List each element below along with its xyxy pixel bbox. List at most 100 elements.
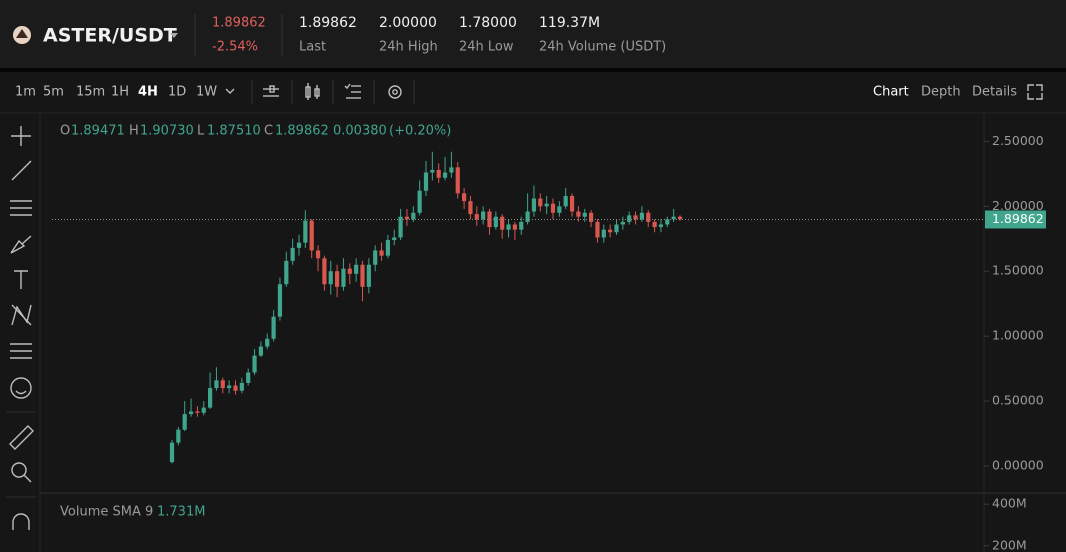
header-border bbox=[0, 68, 1066, 72]
y-tick-label: 1.50000 bbox=[992, 263, 1044, 278]
settings-icon[interactable] bbox=[388, 85, 402, 99]
candle-body bbox=[538, 198, 543, 207]
candle-body bbox=[404, 216, 410, 220]
candle-body bbox=[265, 338, 270, 347]
interval[interactable]: 15m bbox=[76, 85, 105, 100]
candle-body bbox=[614, 224, 619, 233]
candle-body bbox=[468, 201, 473, 215]
interval[interactable]: 1m bbox=[15, 85, 36, 100]
volume-value: 1.731M bbox=[157, 505, 205, 520]
template-icon[interactable] bbox=[344, 83, 361, 99]
candle-body bbox=[322, 258, 327, 285]
candle-body bbox=[531, 198, 537, 212]
stat-label: 24h High bbox=[379, 40, 438, 55]
candle-body bbox=[595, 221, 600, 238]
candle-body bbox=[474, 214, 479, 220]
stat-value: 2.00000 bbox=[379, 15, 437, 31]
stat-label: 24h Volume (USDT) bbox=[539, 40, 666, 55]
pair-name[interactable]: ASTER/USDT bbox=[43, 25, 177, 47]
candle-body bbox=[633, 215, 638, 220]
candle-body bbox=[258, 346, 263, 356]
candle-body bbox=[271, 316, 276, 339]
candle-body bbox=[296, 242, 302, 248]
legend-h-label: H bbox=[129, 124, 139, 139]
candle-body bbox=[354, 264, 359, 274]
candle-body bbox=[455, 167, 460, 194]
candle-body bbox=[233, 385, 238, 391]
candle-body bbox=[493, 216, 498, 228]
candle-body bbox=[677, 216, 683, 220]
candle-body bbox=[169, 442, 175, 463]
candle-body bbox=[563, 195, 568, 207]
stat-value: 119.37M bbox=[539, 15, 600, 31]
drawing-tools[interactable] bbox=[9, 126, 34, 530]
candle-body bbox=[246, 372, 251, 383]
candle-body bbox=[430, 169, 435, 173]
candle-body bbox=[201, 407, 206, 413]
candle-body bbox=[506, 224, 511, 230]
candle-body bbox=[608, 229, 613, 233]
candle-body bbox=[392, 237, 397, 241]
candle-body bbox=[214, 380, 219, 389]
candle-body bbox=[252, 355, 257, 373]
candle-body bbox=[360, 264, 365, 287]
candle-body bbox=[195, 411, 200, 413]
y-tick-label: 1.00000 bbox=[992, 328, 1044, 343]
y-tick-label: 0.00000 bbox=[992, 458, 1044, 473]
interval[interactable]: 4H bbox=[138, 85, 158, 100]
candle-body bbox=[411, 212, 416, 220]
interval[interactable]: 1D bbox=[168, 85, 186, 100]
candle-body bbox=[646, 212, 651, 222]
candle-body bbox=[182, 414, 187, 430]
stat-label: 24h Low bbox=[459, 40, 514, 55]
indicator-icon[interactable] bbox=[263, 85, 279, 97]
candle-body bbox=[239, 382, 244, 391]
candle-body bbox=[335, 271, 340, 287]
legend-change: 0.00380 bbox=[333, 124, 387, 139]
legend-o-label: O bbox=[60, 124, 70, 139]
candle-body bbox=[208, 388, 213, 408]
interval[interactable]: 1H bbox=[111, 85, 129, 100]
candle-body bbox=[398, 216, 403, 238]
candle-body bbox=[290, 247, 295, 261]
candle-body bbox=[525, 211, 530, 222]
interval[interactable]: 1W bbox=[196, 85, 217, 100]
candle-body bbox=[582, 212, 587, 217]
candle-body bbox=[576, 211, 581, 217]
view-tab[interactable]: Details bbox=[972, 85, 1017, 100]
legend-l-label: L bbox=[197, 124, 205, 139]
pair-logo-mark bbox=[16, 29, 28, 38]
legend-c-label: C bbox=[264, 124, 273, 139]
interval[interactable]: 5m bbox=[43, 85, 64, 100]
chart-type-icon[interactable] bbox=[305, 83, 320, 100]
candle-body bbox=[449, 167, 454, 173]
header-bg bbox=[0, 0, 1066, 68]
candle-body bbox=[366, 264, 371, 287]
candle-body bbox=[481, 211, 486, 220]
candle-body bbox=[627, 215, 632, 222]
candle-body bbox=[220, 380, 225, 389]
candle-body bbox=[544, 203, 549, 207]
fullscreen-icon[interactable] bbox=[1027, 84, 1043, 100]
candle-body bbox=[315, 250, 321, 259]
candle-body bbox=[385, 240, 390, 256]
candle-body bbox=[423, 172, 429, 191]
candle-body bbox=[462, 193, 467, 202]
legend-c: 1.89862 bbox=[275, 124, 329, 139]
view-tab[interactable]: Depth bbox=[921, 85, 961, 100]
candle-body bbox=[639, 212, 644, 220]
interval-menu[interactable] bbox=[225, 88, 235, 94]
volume-title: Volume SMA 9 bbox=[60, 505, 153, 520]
stat-label: Last bbox=[299, 40, 326, 55]
stat-value: 1.78000 bbox=[459, 15, 517, 31]
candle-body bbox=[652, 221, 657, 228]
candle-body bbox=[303, 220, 308, 243]
volume-tick-label: 400M bbox=[992, 496, 1027, 511]
candle-body bbox=[512, 224, 517, 230]
stat-value: 1.89862 bbox=[299, 15, 357, 31]
view-tab[interactable]: Chart bbox=[873, 85, 909, 100]
pair-caret[interactable] bbox=[170, 33, 178, 38]
y-tick-label: 0.50000 bbox=[992, 393, 1044, 408]
